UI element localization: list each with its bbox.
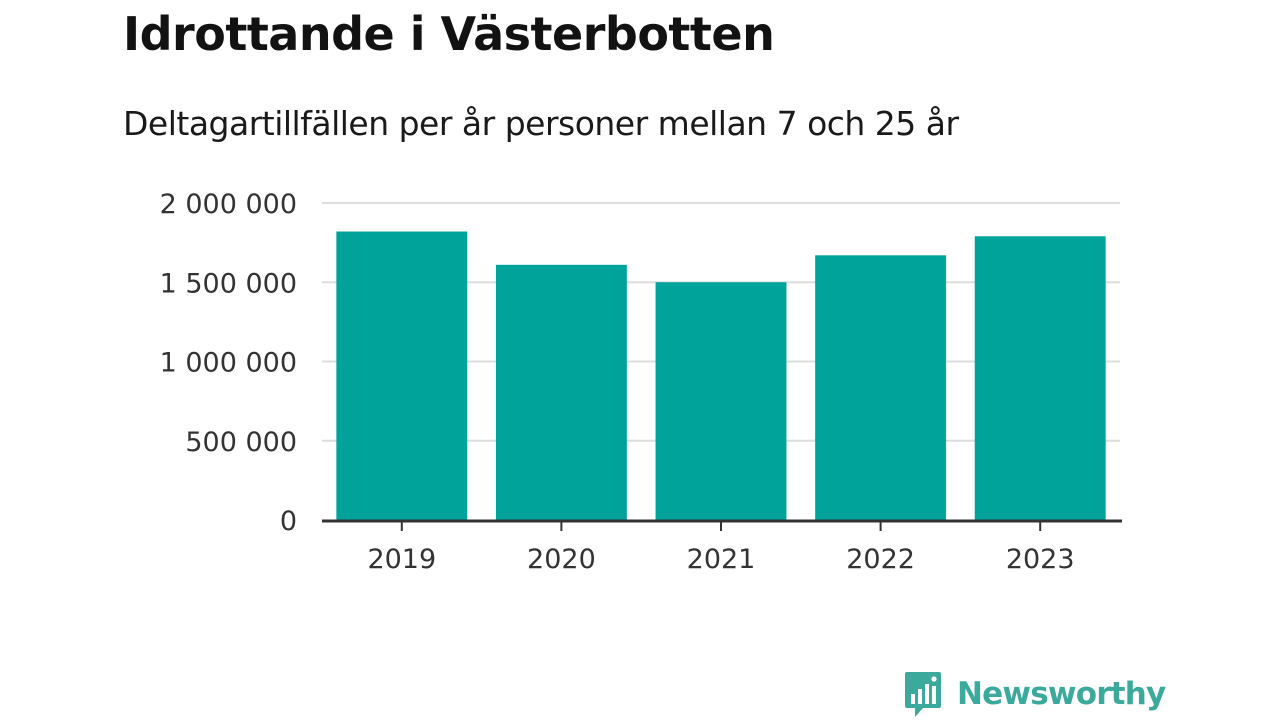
bar-2019: [336, 231, 468, 520]
y-axis-tick-labels: 0 500 000 1 000 000 1 500 000 2 000 000: [160, 189, 297, 537]
bar-chart: 0 500 000 1 000 000 1 500 000 2 000 000 2019…: [160, 189, 1122, 575]
x-tick-label: 2022: [846, 544, 915, 575]
y-tick-label: 1 000 000: [160, 348, 297, 379]
y-tick-label: 500 000: [185, 427, 297, 458]
bar-2021: [655, 282, 787, 520]
newsworthy-logo-icon: [905, 672, 941, 717]
brand-name: Newsworthy: [957, 676, 1166, 712]
y-tick-label: 2 000 000: [160, 189, 297, 220]
x-axis-tick-labels: 2019 2020 2021 2022 2023: [367, 544, 1074, 575]
x-tick-label: 2020: [527, 544, 596, 575]
chart-subtitle: Deltagartillfällen per år personer mella…: [123, 104, 959, 143]
x-axis: [322, 519, 1122, 531]
chart-title: Idrottande i Västerbotten: [123, 7, 775, 61]
bar-2023: [974, 236, 1106, 520]
brand-footer: Newsworthy: [903, 670, 1166, 718]
x-tick-label: 2023: [1006, 544, 1075, 575]
bars: [336, 231, 1106, 520]
bar-2022: [815, 255, 947, 520]
y-tick-label: 0: [280, 506, 297, 537]
x-tick-label: 2021: [687, 544, 756, 575]
x-tick-label: 2019: [367, 544, 436, 575]
y-tick-label: 1 500 000: [160, 268, 297, 299]
bar-2020: [495, 264, 627, 520]
